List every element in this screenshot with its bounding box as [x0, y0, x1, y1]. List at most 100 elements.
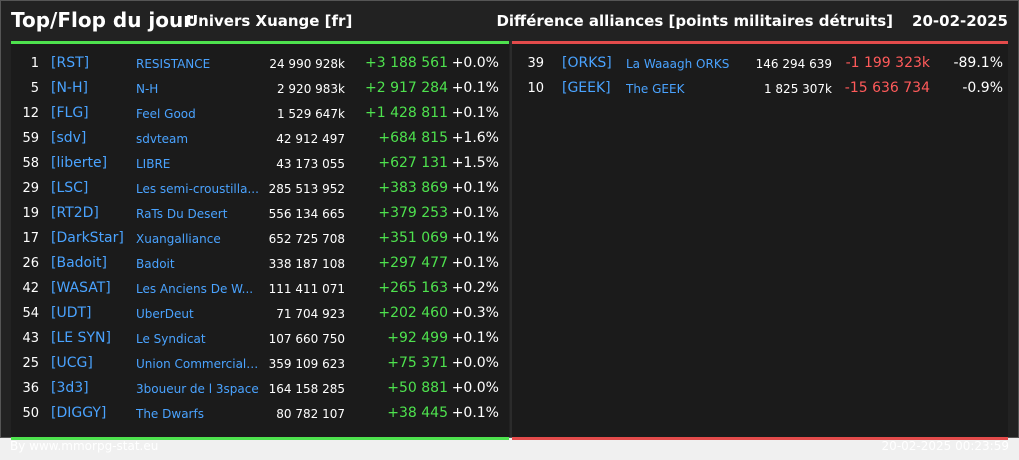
table-row: 59 [sdv] sdvteam 42 912 497 +684 815 +1.6%: [11, 126, 509, 151]
percent-cell: +0.0%: [451, 355, 499, 371]
table-row: 50 [DIGGY] The Dwarfs 80 782 107 +38 445 +0.1…: [11, 401, 509, 426]
points-cell: 80 782 107: [276, 407, 345, 421]
rank-cell: 26: [22, 256, 39, 271]
table-row: 42 [WASAT] Les Anciens De W... 111 411 071 +…: [11, 276, 509, 301]
points-cell: 556 134 665: [268, 207, 345, 221]
table-row: 1 [RST] RESISTANCE 24 990 928k +3 188 561 +0.…: [11, 51, 509, 76]
points-cell: 338 187 108: [268, 257, 345, 271]
points-cell: 107 660 750: [268, 332, 345, 346]
footer-source[interactable]: By www.mmorpg-stat.eu: [10, 439, 159, 453]
alliance-name-link[interactable]: The GEEK: [626, 82, 685, 96]
alliance-name-link[interactable]: LIBRE: [136, 157, 171, 171]
difference-cell: -1 199 323k: [845, 55, 930, 71]
alliance-name-link[interactable]: N-H: [136, 82, 159, 96]
difference-cell: +379 253: [378, 205, 448, 221]
panel-divider: [510, 41, 512, 437]
difference-cell: +351 069: [378, 230, 448, 246]
percent-cell: +0.1%: [451, 405, 499, 421]
difference-cell: +75 371: [387, 355, 448, 371]
points-cell: 71 704 923: [276, 307, 345, 321]
percent-cell: +0.1%: [451, 230, 499, 246]
alliance-name-link[interactable]: Les Anciens De W...: [136, 282, 254, 296]
alliance-name-link[interactable]: The Dwarfs: [136, 407, 204, 421]
header-date: 20-02-2025: [912, 12, 1008, 30]
table-row: 54 [UDT] UberDeut 71 704 923 +202 460 +0.3%: [11, 301, 509, 326]
alliance-tag-link[interactable]: [Badoit]: [51, 255, 107, 271]
table-row: 39 [ORKS] La Waaagh ORKS 146 294 639 -1 199 …: [512, 51, 1008, 76]
points-cell: 1 529 647k: [276, 107, 345, 121]
alliance-tag-link[interactable]: [N-H]: [51, 80, 88, 96]
points-cell: 146 294 639: [755, 57, 832, 71]
alliance-tag-link[interactable]: [RT2D]: [51, 205, 99, 221]
alliance-name-link[interactable]: Xuangalliance: [136, 232, 221, 246]
percent-cell: +1.6%: [451, 130, 499, 146]
alliance-tag-link[interactable]: [LSC]: [51, 180, 89, 196]
rank-cell: 12: [22, 106, 39, 121]
rank-cell: 59: [22, 131, 39, 146]
percent-cell: +0.1%: [451, 255, 499, 271]
difference-cell: +92 499: [387, 330, 448, 346]
alliance-name-link[interactable]: RESISTANCE: [136, 57, 211, 71]
stats-frame: Top/Flop du jour Univers Xuange [fr] Dif…: [0, 0, 1019, 440]
rank-cell: 10: [527, 81, 544, 96]
table-row: 5 [N-H] N-H 2 920 983k +2 917 284 +0.1%: [11, 76, 509, 101]
alliance-tag-link[interactable]: [sdv]: [51, 130, 87, 146]
percent-cell: +0.1%: [451, 180, 499, 196]
alliance-tag-link[interactable]: [FLG]: [51, 105, 89, 121]
difference-cell: +383 869: [378, 180, 448, 196]
alliance-tag-link[interactable]: [DIGGY]: [51, 405, 107, 421]
difference-cell: +297 477: [378, 255, 448, 271]
difference-cell: +50 881: [387, 380, 448, 396]
alliance-name-link[interactable]: RaTs Du Desert: [136, 207, 228, 221]
table-row: 26 [Badoit] Badoit 338 187 108 +297 477 +0.1%: [11, 251, 509, 276]
table-row: 36 [3d3] 3boueur de l 3space 164 158 285 +50…: [11, 376, 509, 401]
rank-cell: 39: [527, 56, 544, 71]
alliance-tag-link[interactable]: [ORKS]: [562, 55, 612, 71]
alliance-tag-link[interactable]: [GEEK]: [562, 80, 611, 96]
alliance-tag-link[interactable]: [3d3]: [51, 380, 89, 396]
rank-cell: 43: [22, 331, 39, 346]
alliance-name-link[interactable]: Feel Good: [136, 107, 196, 121]
difference-cell: +684 815: [378, 130, 448, 146]
alliance-name-link[interactable]: 3boueur de l 3space: [136, 382, 259, 396]
alliance-tag-link[interactable]: [DarkStar]: [51, 230, 124, 246]
percent-cell: +0.2%: [451, 280, 499, 296]
percent-cell: -89.1%: [953, 55, 1003, 71]
rank-cell: 19: [22, 206, 39, 221]
percent-cell: +1.5%: [451, 155, 499, 171]
rank-cell: 17: [22, 231, 39, 246]
rank-cell: 36: [22, 381, 39, 396]
difference-cell: +1 428 811: [365, 105, 448, 121]
alliance-name-link[interactable]: Union Commerciale...: [136, 357, 261, 371]
alliance-tag-link[interactable]: [LE SYN]: [51, 330, 111, 346]
alliance-tag-link[interactable]: [UDT]: [51, 305, 92, 321]
alliance-name-link[interactable]: sdvteam: [136, 132, 189, 146]
points-cell: 652 725 708: [268, 232, 345, 246]
rank-cell: 42: [22, 281, 39, 296]
difference-cell: -15 636 734: [844, 80, 930, 96]
alliance-name-link[interactable]: Les semi-croustilla...: [136, 182, 259, 196]
alliance-name-link[interactable]: UberDeut: [136, 307, 194, 321]
percent-cell: +0.1%: [451, 330, 499, 346]
percent-cell: +0.1%: [451, 205, 499, 221]
alliance-name-link[interactable]: La Waaagh ORKS: [626, 57, 730, 71]
difference-cell: +38 445: [387, 405, 448, 421]
difference-cell: +2 917 284: [365, 80, 448, 96]
points-cell: 359 109 623: [268, 357, 345, 371]
alliance-tag-link[interactable]: [UCG]: [51, 355, 93, 371]
table-row: 12 [FLG] Feel Good 1 529 647k +1 428 811 +0.1…: [11, 101, 509, 126]
points-cell: 42 912 497: [276, 132, 345, 146]
alliance-name-link[interactable]: Le Syndicat: [136, 332, 206, 346]
header: Top/Flop du jour Univers Xuange [fr] Dif…: [1, 1, 1018, 41]
difference-cell: +3 188 561: [365, 55, 448, 71]
alliance-tag-link[interactable]: [liberte]: [51, 155, 108, 171]
points-cell: 43 173 055: [276, 157, 345, 171]
alliance-tag-link[interactable]: [WASAT]: [51, 280, 111, 296]
percent-cell: +0.3%: [451, 305, 499, 321]
points-cell: 111 411 071: [268, 282, 345, 296]
alliance-tag-link[interactable]: [RST]: [51, 55, 90, 71]
flop-panel: 39 [ORKS] La Waaagh ORKS 146 294 639 -1 199 …: [512, 41, 1008, 440]
alliance-name-link[interactable]: Badoit: [136, 257, 175, 271]
table-row: 58 [liberte] LIBRE 43 173 055 +627 131 +1.5%: [11, 151, 509, 176]
rank-cell: 29: [22, 181, 39, 196]
